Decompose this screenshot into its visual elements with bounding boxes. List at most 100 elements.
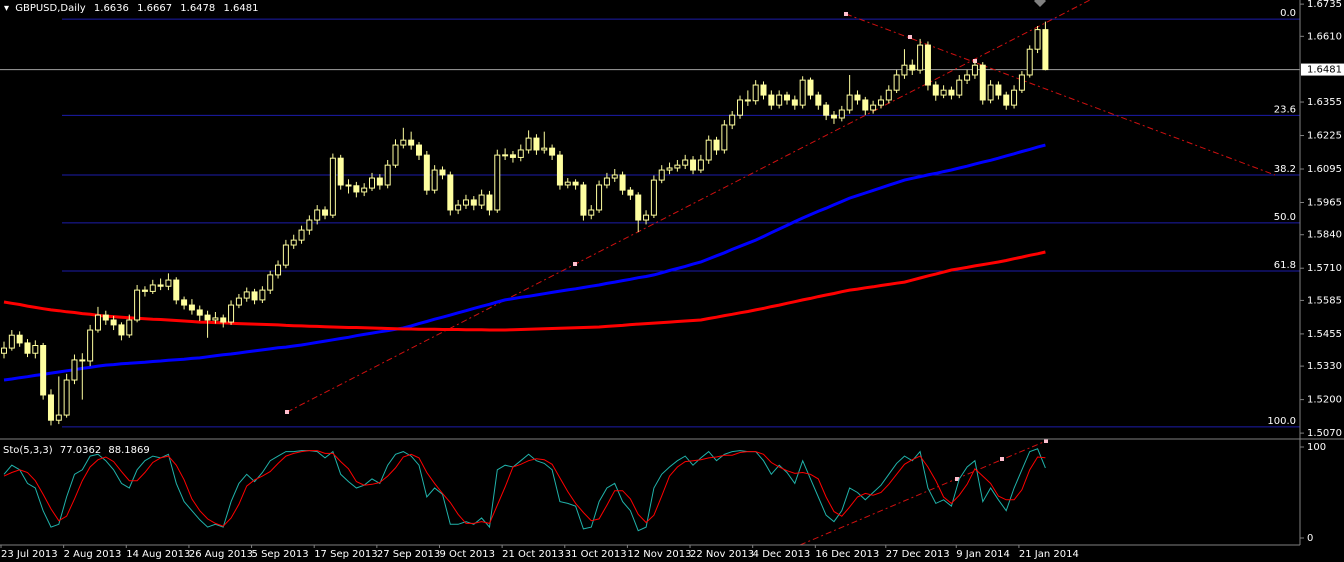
trend-point [908,35,912,39]
low-value: 1.6478 [180,3,215,14]
candle-body-up [752,84,759,102]
y-tick-label: 1.5840 [1307,230,1342,241]
candle-body-down [322,209,329,216]
candle-body-down [353,185,360,193]
high-value: 1.6667 [137,3,172,14]
x-tick-label: 2 Aug 2013 [64,549,122,560]
candle-body-up [917,44,924,71]
candle-body-down [948,89,955,96]
candle-body-up [564,181,571,186]
candle-body-up [674,164,681,169]
candle-body-up [1026,48,1033,76]
candle-body-up [55,414,62,421]
candle-body-down [47,394,54,421]
y-tick-label: 0 [1307,533,1313,544]
candle-body-up [306,219,313,231]
candle-body-down [932,84,939,96]
candle-body-up [235,297,242,306]
y-tick-label: 1.5330 [1307,361,1342,372]
candle-body-down [79,359,86,362]
candle-body-down [823,104,830,116]
x-tick-label: 14 Aug 2013 [126,549,190,560]
candle-body-up [290,239,297,246]
indicator-line [3,450,1046,527]
x-tick-label: 27 Sep 2013 [377,549,440,560]
candle-body-down [572,181,579,186]
fib-label: 61.8 [1274,260,1296,271]
candle-body-down [549,147,556,156]
trend-point [1044,439,1048,443]
trendline [799,440,1047,546]
candle-body-down [862,99,869,111]
candle-body-down [627,189,634,196]
y-tick-label: 1.6225 [1307,131,1342,142]
x-tick-label: 5 Sep 2013 [252,549,309,560]
candle-body-up [956,79,963,96]
candle-body-down [376,177,383,186]
candle-body-down [141,289,148,292]
candle-body-up [243,291,250,299]
candle-body-down [533,137,540,151]
candle-body-down [784,94,790,101]
candle-body-up [870,104,877,111]
data-layer [1,21,1049,532]
candle-body-up [87,329,94,362]
candle-body-down [447,174,454,211]
candle-body-up [588,209,595,216]
candle-body-up [1018,74,1025,91]
y-tick-label: 1.5455 [1307,329,1342,340]
candle-body-up [737,99,744,116]
candle-body-up [846,94,853,111]
candle-body-down [580,184,587,216]
candle-body-down [909,64,916,71]
candle-body-down [110,319,117,326]
candle-body-up [1,347,7,354]
current-price-label: 1.6481 [1307,65,1342,76]
candle-body-up [502,154,509,157]
candle-body-up [650,179,657,216]
y-tick-label: 1.5070 [1307,428,1342,439]
candle-body-up [298,229,305,241]
candle-body-up [71,359,78,381]
close-value: 1.6481 [223,3,258,14]
y-tick-label: 1.5710 [1307,263,1342,274]
candle-body-up [400,139,407,146]
indicator-title: Sto(5,3,3) [3,445,53,456]
trend-point [844,12,848,16]
candle-body-up [885,89,892,101]
candle-body-down [470,199,477,206]
candle-body-down [220,317,227,323]
x-tick-label: 16 Dec 2013 [815,549,879,560]
candle-body-down [196,309,203,316]
candle-body-up [1034,29,1041,50]
candle-body-up [799,79,806,106]
candle-body-up [478,194,485,206]
candle-body-down [181,299,188,306]
indicator-line [3,448,1046,532]
candle-body-down [713,139,720,151]
candle-body-up [149,284,156,292]
candle-body-up [611,174,618,179]
candle-body-down [815,94,822,106]
candle-body-down [415,144,422,156]
candle-body-up [721,124,728,151]
y-tick-label: 1.5585 [1307,295,1342,306]
candle-body-down [924,44,931,86]
candle-body-up [603,177,610,186]
candle-body-down [173,279,180,301]
candle-body-down [102,314,109,321]
x-tick-label: 21 Oct 2013 [502,549,564,560]
indicator-header: Sto(5,3,3) 77.0362 88.1869 [3,445,150,456]
candle-body-up [94,314,101,331]
candle-body-up [63,379,70,416]
candle-body-down [690,159,697,171]
candle-body-up [705,139,712,161]
trend-point [955,477,959,481]
candle-body-down [619,174,626,191]
candle-body-down [251,291,258,301]
candle-body-up [165,279,172,287]
marker [1034,0,1046,7]
x-tick-label: 4 Dec 2013 [753,549,811,560]
